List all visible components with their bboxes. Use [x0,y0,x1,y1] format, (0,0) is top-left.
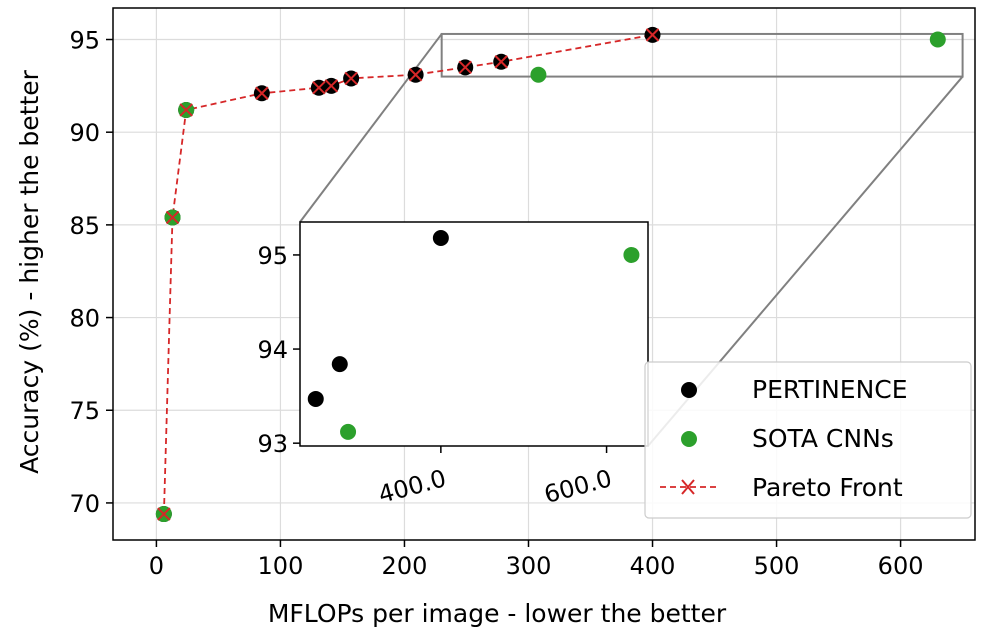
main-plot-area [155,26,946,523]
sota-cnn-point [530,66,547,83]
x-tick-label: 0 [149,552,164,580]
inset-pertinence-point [432,230,449,246]
pareto-front-marker [494,55,508,69]
x-tick-label: 100 [258,552,304,580]
inset-frame [299,221,649,447]
inset-sota-cnn-point [340,423,357,440]
legend-label-pareto-front: Pareto Front [752,473,903,502]
pareto-front-marker [179,103,193,117]
legend-marker-sota-cnns [681,431,697,447]
legend-marker-pertinence [681,382,697,398]
pareto-front-marker [324,79,338,93]
pareto-front-marker [645,28,660,42]
legend-box [644,361,972,519]
y-tick-label: 85 [69,212,100,240]
zoom-region-rect [440,32,964,78]
legend-label-sota-cnns: SOTA CNNs [752,424,894,453]
inset-sota-cnn-point [623,246,640,263]
y-tick-label: 95 [69,27,100,55]
inset-y-tick-label: 95 [257,242,288,270]
inset-pertinence-point [331,356,348,373]
legend-label-pertinence: PERTINENCE [752,375,908,404]
x-tick-label: 600 [878,552,924,580]
pareto-front-marker [157,507,171,521]
inset-y-tick-label: 93 [257,430,288,458]
legend-marker-pareto-front [681,479,695,495]
main-axis-ticks: 0 100 200 300 400 500 600 70 75 80 85 90 95 [69,27,923,580]
sota-cnn-point [929,31,946,48]
legend: PERTINENCE SOTA CNNs Pareto Front [644,361,972,519]
y-tick-label: 70 [69,490,100,518]
pareto-front-marker [255,86,269,100]
x-tick-label: 300 [506,552,552,580]
y-tick-label: 80 [69,305,100,333]
x-axis-label: MFLOPs per image - lower the better [268,599,727,628]
pareto-front-marker [408,68,423,82]
inset-x-tick-label: 400.0 [375,464,449,509]
pareto-front-marker [344,71,358,86]
y-axis-label: Accuracy (%) - higher the better [15,69,44,474]
y-tick-label: 75 [69,397,100,425]
x-tick-label: 400 [630,552,676,580]
points-layer [155,26,946,523]
inset-x-tick-label: 600.0 [541,464,615,509]
main-axes-frame [112,7,976,541]
inset-y-tick-label: 94 [257,336,288,364]
x-tick-label: 200 [382,552,428,580]
zoom-connector-line [299,33,443,223]
inset-pertinence-point [307,390,324,407]
pareto-front-marker [312,81,326,95]
pareto-front-marker [165,210,180,225]
x-tick-label: 500 [754,552,800,580]
pareto-front-marker [458,60,472,75]
y-tick-label: 90 [69,119,100,147]
inset-zoom-plot: 93 94 95 400.0 600.0 [257,221,649,509]
